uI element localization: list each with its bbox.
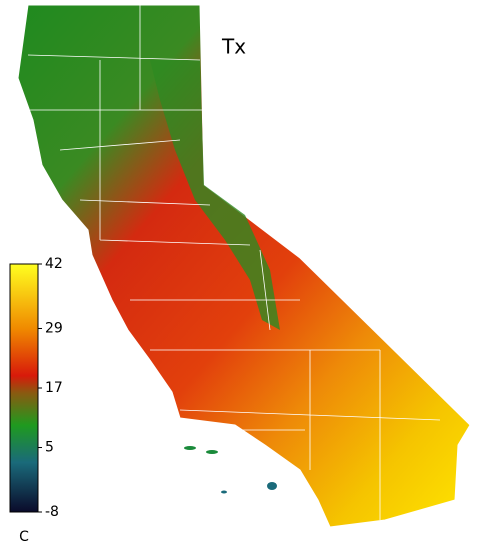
- island: [184, 446, 196, 450]
- island: [267, 482, 277, 490]
- colorbar-tick-label: 29: [45, 320, 63, 336]
- island: [221, 490, 227, 494]
- colorbar-tick-label: 42: [45, 256, 63, 272]
- county-lines: [27, 5, 441, 520]
- island: [206, 450, 218, 454]
- colorbar-unit: C: [19, 529, 29, 545]
- map-title: Tx: [221, 35, 246, 59]
- colorbar-tick-label: 5: [45, 440, 54, 456]
- colorbar-tick-label: 17: [45, 380, 63, 396]
- colorbar-tick-label: -8: [45, 504, 59, 520]
- state-map: [17, 4, 471, 528]
- forest-band: [150, 60, 280, 330]
- colorbar: [9, 263, 39, 513]
